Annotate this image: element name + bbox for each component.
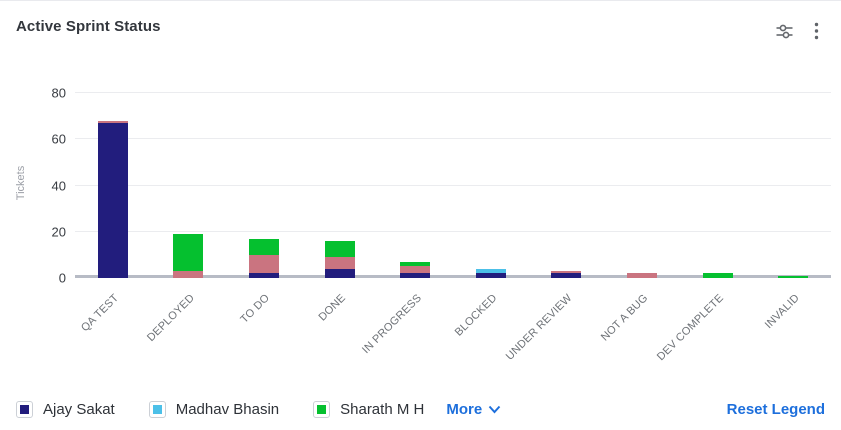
- bar-segment[interactable]: [475, 268, 506, 274]
- gridline: [75, 230, 831, 232]
- legend-item-label: Ajay Sakat: [43, 401, 115, 418]
- header-actions: [773, 18, 825, 42]
- x-axis-label: TO DO: [238, 292, 273, 326]
- x-axis-labels: QA TEST DEPLOYED TO DO DONE IN PROGRESS BLOCK…: [75, 284, 831, 379]
- plot-area: [75, 92, 831, 278]
- kebab-menu-button[interactable]: [812, 20, 821, 42]
- bar-segment[interactable]: [173, 234, 204, 272]
- bar-column: [453, 93, 529, 278]
- y-tick-label: 80: [51, 85, 66, 101]
- kebab-menu-icon: [814, 22, 819, 40]
- y-tick-label: 60: [51, 131, 66, 147]
- x-axis-label: BLOCKED: [452, 292, 500, 339]
- bar-segment[interactable]: [400, 266, 431, 274]
- bar-segment[interactable]: [248, 273, 279, 278]
- bar-segment[interactable]: [324, 241, 355, 258]
- bar-segment[interactable]: [551, 273, 582, 278]
- x-axis-label: QA TEST: [79, 292, 122, 335]
- x-axis-label: DONE: [316, 292, 349, 324]
- y-axis-ticks: 0 20 40 60 80: [0, 87, 66, 285]
- legend-item-label: Sharath M H: [340, 401, 425, 418]
- x-axis-label: UNDER REVIEW: [504, 292, 575, 363]
- legend-more-link[interactable]: More: [446, 401, 501, 418]
- bar-segment[interactable]: [475, 273, 506, 278]
- bar-segment[interactable]: [400, 261, 431, 267]
- bar-column: [755, 93, 831, 278]
- x-axis-label: NOT A BUG: [598, 292, 651, 344]
- bar-segment[interactable]: [248, 238, 279, 255]
- bar-deployed[interactable]: [173, 234, 204, 278]
- bars-container: [75, 93, 831, 278]
- bar-segment[interactable]: [248, 254, 279, 274]
- bar-segment[interactable]: [551, 271, 582, 274]
- bar-column: [529, 93, 605, 278]
- legend-item-label: Madhav Bhasin: [175, 401, 280, 418]
- legend-swatch: [148, 401, 166, 418]
- bar-qa-test[interactable]: [97, 120, 128, 278]
- legend-row: Ajay Sakat Madhav Bhasin Sharath M H More …: [16, 401, 825, 418]
- bar-segment[interactable]: [97, 120, 128, 124]
- legend-more-label: More: [446, 401, 483, 418]
- legend: Ajay Sakat Madhav Bhasin Sharath M H: [16, 401, 424, 418]
- x-axis-label: DEPLOYED: [144, 292, 197, 344]
- sliders-icon: [776, 24, 793, 38]
- x-axis-label: DEV COMPLETE: [654, 292, 727, 364]
- legend-item-sharath-m-h[interactable]: Sharath M H: [313, 401, 424, 418]
- legend-swatch: [16, 401, 33, 418]
- reset-legend-link[interactable]: Reset Legend: [726, 401, 825, 418]
- bar-to-do[interactable]: [248, 238, 279, 278]
- chart-settings-button[interactable]: [773, 21, 796, 42]
- legend-item-madhav-bhasin[interactable]: Madhav Bhasin: [148, 401, 280, 418]
- bar-not-a-bug[interactable]: [626, 273, 657, 278]
- page-title: Active Sprint Status: [16, 18, 161, 35]
- gridline: [75, 138, 831, 140]
- y-tick-label: 20: [51, 224, 66, 240]
- chevron-down-icon: [488, 405, 501, 414]
- bar-invalid[interactable]: [778, 275, 809, 278]
- bar-column: [604, 93, 680, 278]
- bar-done[interactable]: [324, 241, 355, 278]
- x-axis-label: IN PROGRESS: [359, 292, 424, 357]
- bar-column: [377, 93, 453, 278]
- y-tick-label: 40: [51, 178, 66, 193]
- legend-swatch: [313, 401, 331, 418]
- y-tick-label: 0: [58, 270, 66, 286]
- legend-item-ajay-sakat[interactable]: Ajay Sakat: [16, 401, 115, 418]
- bar-under-review[interactable]: [551, 271, 582, 278]
- bar-segment[interactable]: [400, 273, 431, 278]
- bar-segment[interactable]: [626, 273, 657, 278]
- gridline: [75, 92, 831, 93]
- bar-column: [75, 93, 151, 278]
- bar-segment[interactable]: [324, 268, 355, 278]
- bar-segment[interactable]: [324, 257, 355, 269]
- card-header: Active Sprint Status: [0, 1, 841, 42]
- bar-column: [151, 93, 227, 278]
- bar-column: [302, 93, 378, 278]
- x-axis-line: [75, 275, 831, 278]
- bar-blocked[interactable]: [475, 268, 506, 278]
- bar-segment[interactable]: [702, 273, 733, 278]
- bar-segment[interactable]: [97, 123, 128, 278]
- bar-segment[interactable]: [778, 275, 809, 278]
- gridline: [75, 184, 831, 186]
- bar-segment[interactable]: [173, 271, 204, 278]
- bar-dev-complete[interactable]: [702, 273, 733, 278]
- bar-column: [680, 93, 756, 278]
- bar-column: [226, 93, 302, 278]
- x-axis-label: INVALID: [762, 292, 802, 332]
- bar-in-progress[interactable]: [400, 261, 431, 278]
